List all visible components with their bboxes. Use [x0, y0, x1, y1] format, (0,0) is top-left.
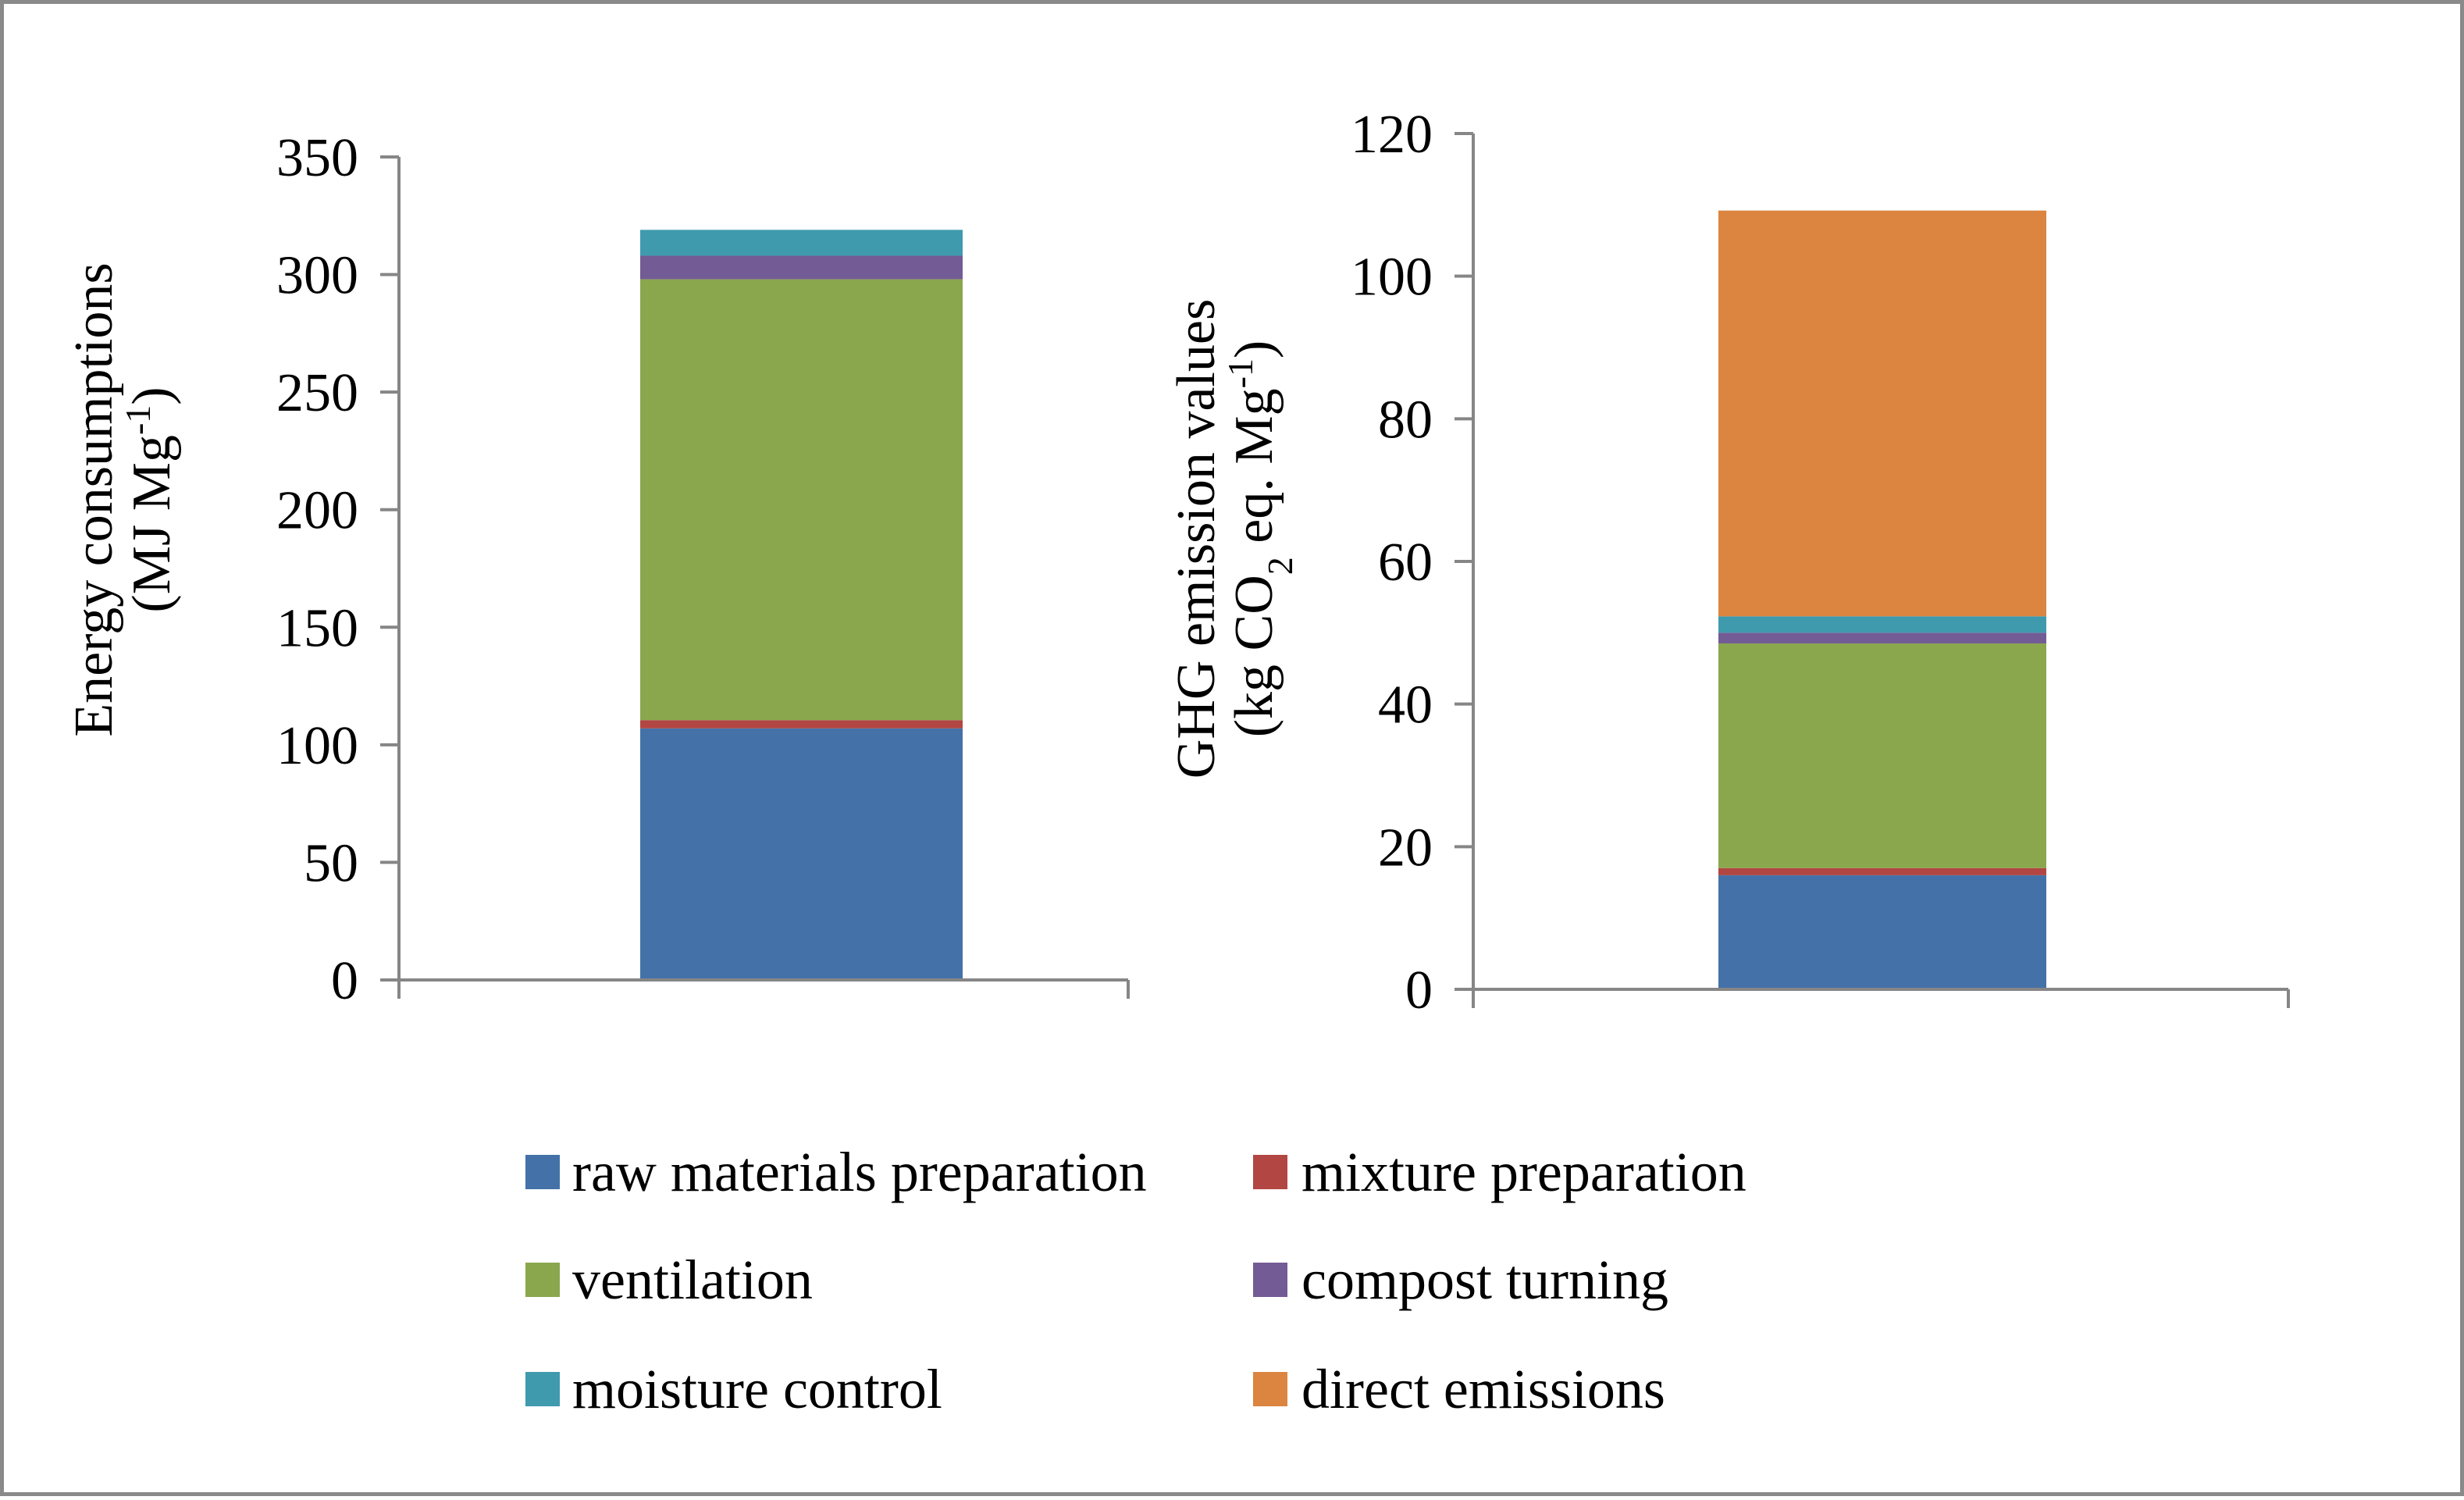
energy-y-tick-label-100: 100	[276, 716, 358, 776]
legend-label-ventilation: ventilation	[572, 1249, 813, 1311]
legend-item-mixture-preparation: mixture preparation	[1253, 1141, 1747, 1203]
legend-label-mixture-preparation: mixture preparation	[1301, 1141, 1747, 1203]
legend-item-moisture-control: moisture control	[525, 1358, 942, 1420]
legend-swatch-raw-materials-preparation	[525, 1155, 560, 1189]
legend-item-direct-emissions: direct emissions	[1253, 1358, 1665, 1420]
legend-item-compost-turning: compost turning	[1253, 1249, 1668, 1311]
energy-bar-segment-moisture-control	[640, 230, 963, 256]
legend-label-moisture-control: moisture control	[572, 1358, 942, 1420]
energy-bar-segment-ventilation	[640, 279, 963, 721]
energy-y-title-line2: (MJ Mg-1)	[118, 387, 183, 612]
energy-y-tick-label-200: 200	[276, 481, 358, 541]
energy-bar-segment-raw-materials-preparation	[640, 728, 963, 980]
energy-bar-stack	[640, 230, 963, 980]
energy-bar-segment-compost-turning	[640, 255, 963, 280]
ghg-bar-segment-moisture-control	[1718, 616, 2046, 633]
ghg-y-ticks: 0 20 40 60 80 100 120	[1351, 105, 2290, 1021]
ghg-chart: 0 20 40 60 80 100 120 GHG emission values (kg …	[1166, 105, 2290, 1021]
energy-y-tick-label-250: 250	[276, 363, 358, 423]
ghg-bar-segment-raw-materials-preparation	[1718, 875, 2046, 989]
ghg-y-tick-label-120: 120	[1351, 105, 1433, 165]
ghg-y-tick-label-60: 60	[1378, 533, 1433, 593]
energy-bar-segment-mixture-preparation	[640, 720, 963, 729]
energy-y-axis-title: Energy consumptions (MJ Mg-1)	[64, 262, 182, 736]
legend-swatch-mixture-preparation	[1253, 1155, 1287, 1189]
energy-chart: 0 50 100 150 200 250 300 350 Energy consumption…	[64, 128, 1130, 1011]
ghg-bar-segment-direct-emissions	[1718, 210, 2046, 617]
ghg-y-title-line1: GHG emission values	[1166, 299, 1227, 779]
ghg-bar-stack	[1718, 210, 2046, 989]
legend-item-raw-materials-preparation: raw materials preparation	[525, 1141, 1147, 1203]
energy-y-tick-label-50: 50	[304, 833, 358, 893]
legend-swatch-compost-turning	[1253, 1263, 1287, 1297]
legend-label-raw-materials-preparation: raw materials preparation	[572, 1141, 1147, 1203]
ghg-y-tick-label-0: 0	[1405, 960, 1433, 1021]
legend: raw materials preparation mixture prepar…	[525, 1141, 1747, 1420]
legend-swatch-ventilation	[525, 1263, 560, 1297]
energy-y-tick-label-300: 300	[276, 246, 358, 306]
ghg-y-title-line2: (kg CO2 eq. Mg-1)	[1220, 340, 1300, 738]
ghg-y-tick-label-80: 80	[1378, 390, 1433, 450]
energy-y-title-line1: Energy consumptions	[64, 262, 124, 736]
legend-label-compost-turning: compost turning	[1301, 1249, 1668, 1311]
ghg-y-tick-label-40: 40	[1378, 675, 1433, 736]
ghg-bar-segment-compost-turning	[1718, 632, 2046, 644]
ghg-y-tick-label-100: 100	[1351, 248, 1433, 308]
energy-y-tick-label-350: 350	[276, 128, 358, 188]
legend-swatch-direct-emissions	[1253, 1372, 1287, 1406]
legend-item-ventilation: ventilation	[525, 1249, 813, 1311]
energy-y-ticks: 0 50 100 150 200 250 300 350	[276, 128, 1130, 1011]
ghg-y-axis-title: GHG emission values (kg CO2 eq. Mg-1)	[1166, 299, 1300, 779]
energy-y-tick-label-150: 150	[276, 598, 358, 658]
legend-label-direct-emissions: direct emissions	[1301, 1358, 1665, 1420]
legend-swatch-moisture-control	[525, 1372, 560, 1406]
ghg-bar-segment-mixture-preparation	[1718, 868, 2046, 875]
ghg-bar-segment-ventilation	[1718, 643, 2046, 868]
ghg-y-tick-label-20: 20	[1378, 818, 1433, 878]
energy-y-tick-label-0: 0	[331, 951, 358, 1011]
